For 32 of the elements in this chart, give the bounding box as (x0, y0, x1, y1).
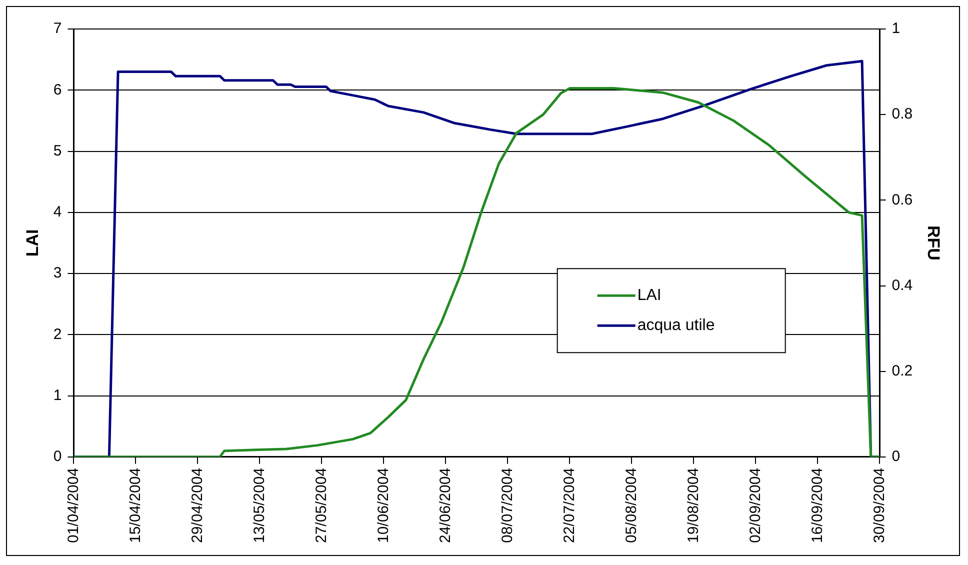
x-tick-label: 30/09/2004 (870, 468, 888, 544)
x-tick-label: 24/06/2004 (436, 468, 454, 544)
y-tick-label: 0 (53, 448, 62, 466)
x-tick-label: 05/08/2004 (622, 468, 640, 544)
legend-label: acqua utile (637, 317, 715, 334)
y-tick-label: 3 (53, 264, 62, 282)
y2-tick-label: 0.4 (892, 276, 913, 294)
x-tick-label: 19/08/2004 (684, 468, 702, 544)
x-tick-label: 22/07/2004 (560, 468, 578, 544)
y2-tick-label: 0.8 (892, 106, 913, 123)
y2-tick-label: 0 (892, 448, 900, 466)
x-tick-label: 01/04/2004 (64, 468, 82, 544)
y2-axis-title: RFU (924, 225, 944, 260)
y-tick-label: 7 (53, 20, 62, 38)
x-tick-label: 15/04/2004 (126, 468, 144, 544)
y-tick-label: 1 (53, 386, 62, 404)
x-tick-label: 16/09/2004 (808, 468, 826, 544)
y2-tick-label: 1 (892, 20, 900, 38)
x-tick-label: 27/05/2004 (312, 468, 330, 544)
y-tick-label: 6 (53, 81, 62, 98)
y2-tick-label: 0.2 (892, 362, 913, 380)
y-tick-label: 5 (53, 142, 62, 160)
y-tick-label: 4 (53, 204, 62, 221)
x-tick-label: 13/05/2004 (250, 468, 268, 544)
x-tick-label: 08/07/2004 (498, 468, 516, 544)
y-axis-title: LAI (22, 229, 42, 257)
x-tick-label: 10/06/2004 (374, 468, 392, 544)
y2-tick-label: 0.6 (892, 191, 913, 208)
legend-label: LAI (637, 287, 662, 304)
y-tick-label: 2 (53, 326, 62, 343)
x-tick-label: 02/09/2004 (746, 468, 764, 544)
x-tick-label: 29/04/2004 (188, 468, 206, 544)
